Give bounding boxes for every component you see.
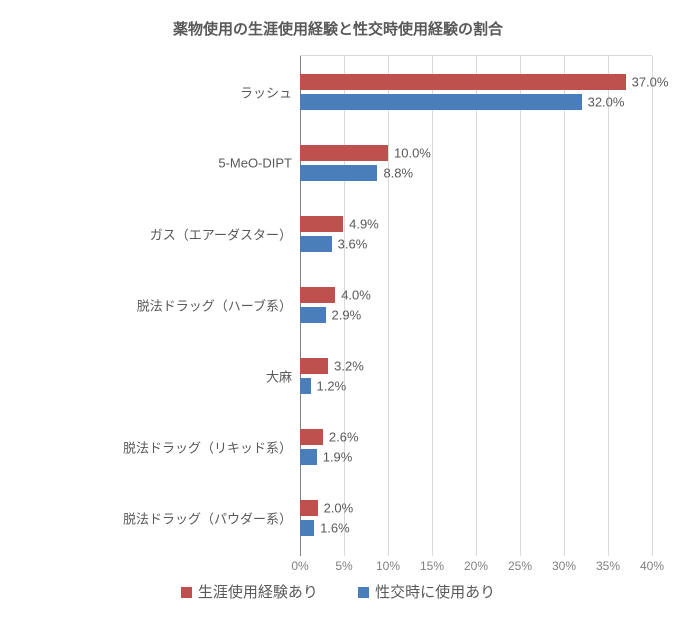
bar-value-sex: 1.9%	[317, 449, 353, 464]
x-tick-label: 0%	[291, 559, 308, 573]
bar-value-sex: 1.2%	[311, 378, 347, 393]
category-label: 5-MeO-DIPT	[12, 155, 292, 170]
bar-sex: 32.0%	[300, 94, 582, 110]
x-tick-label: 40%	[640, 559, 664, 573]
bar-sex: 8.8%	[300, 165, 377, 181]
category-group: 5-MeO-DIPT10.0%8.8%	[300, 127, 652, 198]
legend: 生涯使用経験あり 性交時に使用あり	[0, 581, 676, 602]
category-label: 脱法ドラッグ（リキッド系）	[12, 437, 292, 456]
x-tick-label: 20%	[464, 559, 488, 573]
bar-sex: 3.6%	[300, 236, 332, 252]
legend-label-sex: 性交時に使用あり	[375, 584, 495, 601]
bar-value-lifetime: 37.0%	[626, 74, 669, 89]
category-group: ラッシュ37.0%32.0%	[300, 56, 652, 127]
bar-value-sex: 1.6%	[314, 520, 350, 535]
bar-value-sex: 8.8%	[377, 165, 413, 180]
bar-lifetime: 3.2%	[300, 358, 328, 374]
category-group: 脱法ドラッグ（パウダー系）2.0%1.6%	[300, 482, 652, 553]
x-tick-label: 15%	[420, 559, 444, 573]
bar-sex: 1.9%	[300, 449, 317, 465]
x-tick-label: 25%	[508, 559, 532, 573]
bar-sex: 1.6%	[300, 520, 314, 536]
legend-item-lifetime: 生涯使用経験あり	[181, 581, 318, 602]
category-group: 大麻3.2%1.2%	[300, 340, 652, 411]
bar-lifetime: 37.0%	[300, 74, 626, 90]
bar-value-sex: 2.9%	[326, 307, 362, 322]
bar-lifetime: 4.9%	[300, 216, 343, 232]
bar-lifetime: 2.0%	[300, 500, 318, 516]
x-tick-label: 30%	[552, 559, 576, 573]
bar-sex: 2.9%	[300, 307, 326, 323]
bar-sex: 1.2%	[300, 378, 311, 394]
x-tick-label: 35%	[596, 559, 620, 573]
bar-lifetime: 4.0%	[300, 287, 335, 303]
gridline	[652, 56, 653, 556]
legend-label-lifetime: 生涯使用経験あり	[198, 584, 318, 601]
category-group: 脱法ドラッグ（ハーブ系）4.0%2.9%	[300, 269, 652, 340]
bar-value-lifetime: 4.0%	[335, 287, 371, 302]
plot-area: ラッシュ37.0%32.0%5-MeO-DIPT10.0%8.8%ガス（エアーダ…	[300, 55, 652, 556]
category-label: 脱法ドラッグ（ハーブ系）	[12, 295, 292, 314]
drug-use-chart: 薬物使用の生涯使用経験と性交時使用経験の割合 ラッシュ37.0%32.0%5-M…	[0, 0, 676, 620]
category-label: ラッシュ	[12, 82, 292, 101]
x-tick-label: 10%	[376, 559, 400, 573]
category-group: 脱法ドラッグ（リキッド系）2.6%1.9%	[300, 411, 652, 482]
category-label: 脱法ドラッグ（パウダー系）	[12, 508, 292, 527]
bar-lifetime: 2.6%	[300, 429, 323, 445]
bar-value-sex: 3.6%	[332, 236, 368, 251]
bar-lifetime: 10.0%	[300, 145, 388, 161]
legend-swatch-red	[181, 587, 192, 598]
bar-value-lifetime: 10.0%	[388, 145, 431, 160]
bar-value-lifetime: 3.2%	[328, 358, 364, 373]
category-label: ガス（エアーダスター）	[12, 224, 292, 243]
x-tick-label: 5%	[335, 559, 352, 573]
legend-item-sex: 性交時に使用あり	[358, 581, 495, 602]
bar-value-lifetime: 2.0%	[318, 500, 354, 515]
legend-swatch-blue	[358, 587, 369, 598]
chart-title: 薬物使用の生涯使用経験と性交時使用経験の割合	[0, 18, 676, 39]
category-group: ガス（エアーダスター）4.9%3.6%	[300, 198, 652, 269]
bar-value-sex: 32.0%	[582, 94, 625, 109]
category-label: 大麻	[12, 366, 292, 385]
bar-value-lifetime: 4.9%	[343, 216, 379, 231]
bar-value-lifetime: 2.6%	[323, 429, 359, 444]
